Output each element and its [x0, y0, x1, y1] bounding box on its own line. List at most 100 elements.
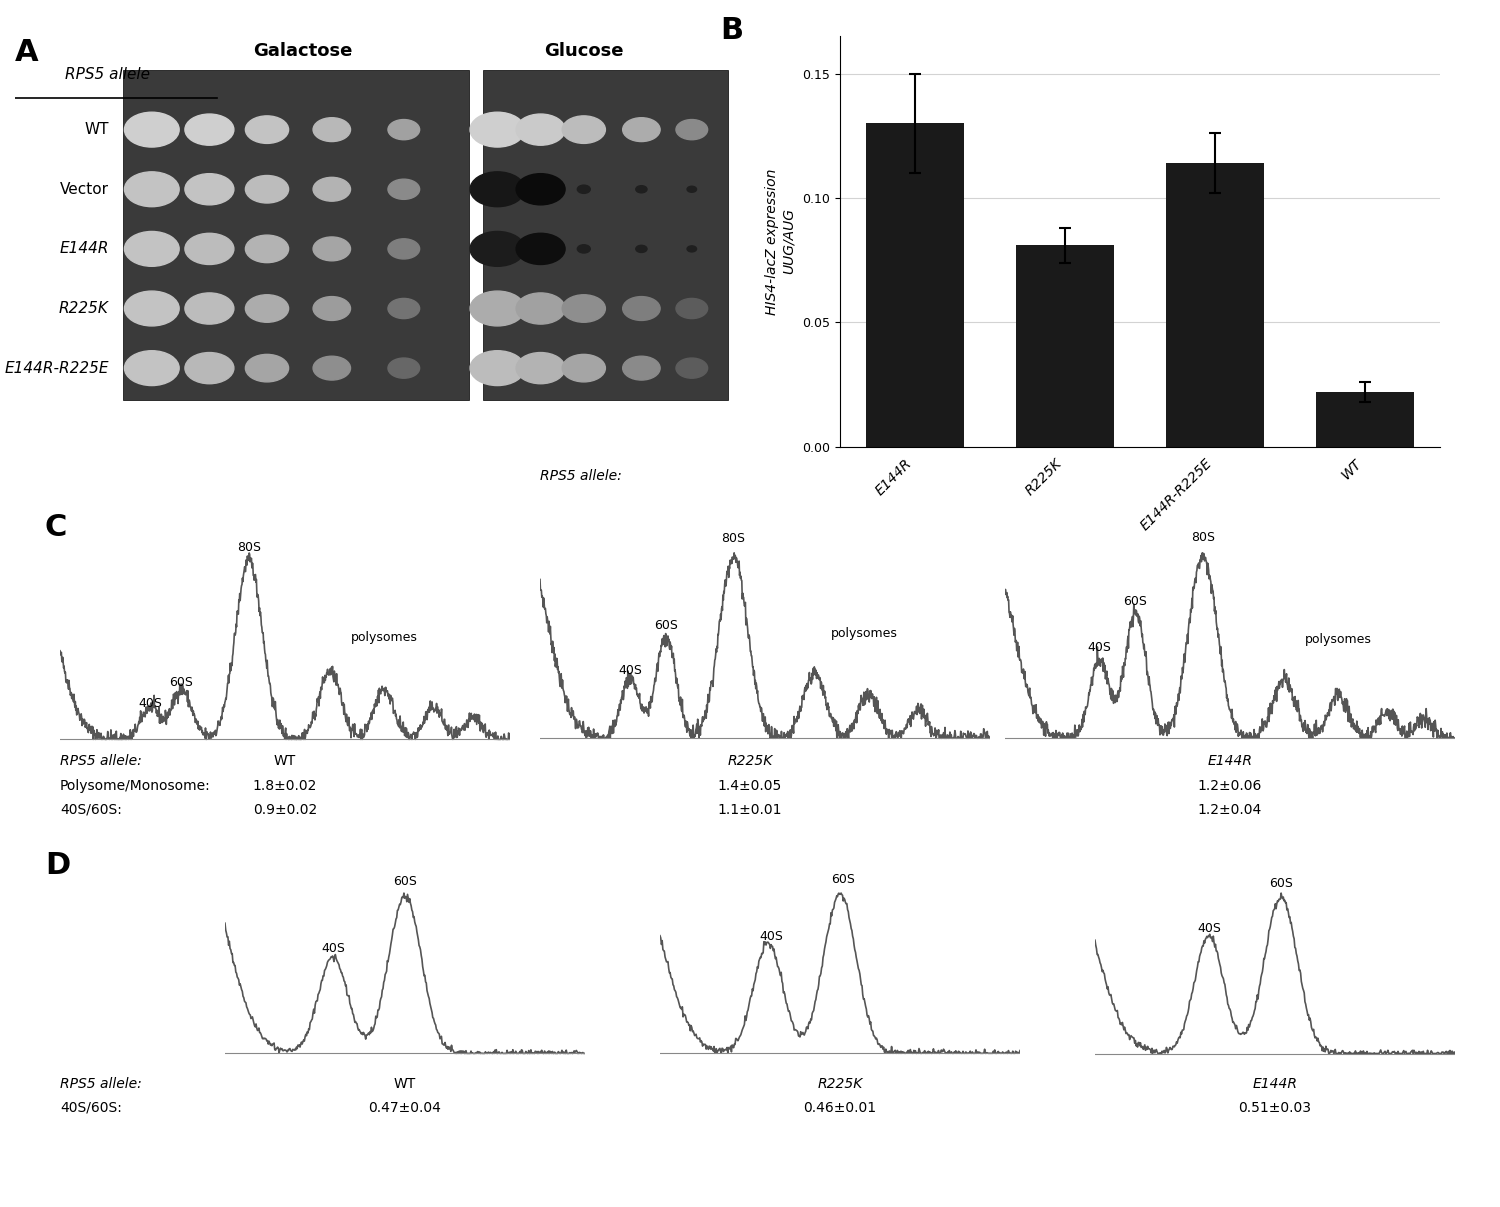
Circle shape [562, 355, 606, 381]
Circle shape [687, 246, 696, 252]
Text: polysomes: polysomes [1305, 632, 1371, 646]
Text: 1.8±0.02: 1.8±0.02 [254, 779, 316, 793]
Text: 40S: 40S [138, 698, 162, 710]
Circle shape [314, 237, 351, 261]
Circle shape [470, 232, 525, 267]
Circle shape [470, 171, 525, 206]
Text: 1.4±0.05: 1.4±0.05 [718, 779, 782, 793]
Text: RPS5 allele:: RPS5 allele: [60, 754, 141, 769]
Text: polysomes: polysomes [831, 628, 897, 640]
Circle shape [314, 297, 351, 320]
Circle shape [246, 175, 288, 203]
Circle shape [246, 295, 288, 322]
Circle shape [516, 174, 566, 205]
Circle shape [516, 293, 566, 325]
Text: 40S: 40S [1197, 922, 1221, 935]
Circle shape [246, 355, 288, 381]
Text: Polysome/Monosome:: Polysome/Monosome: [60, 779, 210, 793]
Bar [1317, 392, 1413, 447]
Circle shape [676, 358, 708, 378]
Text: 0.46±0.01: 0.46±0.01 [804, 1101, 876, 1115]
Text: 60S: 60S [654, 619, 678, 632]
Text: 0.51±0.03: 0.51±0.03 [1239, 1101, 1311, 1115]
Circle shape [516, 233, 566, 264]
Circle shape [388, 179, 420, 199]
Circle shape [124, 232, 178, 267]
Circle shape [124, 351, 178, 385]
Circle shape [184, 174, 234, 205]
Text: polysomes: polysomes [351, 631, 417, 643]
Text: 60S: 60S [831, 873, 855, 886]
Text: E144R: E144R [1208, 754, 1252, 769]
Text: 40S: 40S [759, 929, 783, 943]
Text: RPS5 allele: RPS5 allele [66, 68, 150, 82]
Text: Galactose: Galactose [254, 42, 352, 60]
Bar [1167, 163, 1263, 447]
Circle shape [687, 186, 696, 192]
Text: 60S: 60S [170, 676, 194, 689]
Circle shape [388, 298, 420, 319]
Text: WT: WT [394, 1077, 416, 1091]
Text: 0.47±0.04: 0.47±0.04 [369, 1101, 441, 1115]
Text: 40S/60S:: 40S/60S: [60, 803, 122, 817]
Circle shape [676, 298, 708, 319]
Text: R225K: R225K [818, 1077, 862, 1091]
Circle shape [314, 118, 351, 141]
Circle shape [246, 235, 288, 263]
Text: C: C [45, 513, 68, 542]
Text: 80S: 80S [1191, 531, 1215, 544]
Circle shape [184, 233, 234, 264]
Text: A: A [15, 37, 39, 66]
Circle shape [184, 352, 234, 384]
Circle shape [124, 291, 178, 326]
Text: RPS5 allele:: RPS5 allele: [540, 470, 622, 483]
Text: 40S: 40S [618, 664, 642, 677]
Text: R225K: R225K [58, 301, 108, 316]
Circle shape [622, 297, 660, 320]
Circle shape [578, 185, 591, 193]
Text: WT: WT [84, 122, 108, 138]
Circle shape [562, 295, 606, 322]
Text: B: B [720, 16, 742, 45]
Circle shape [636, 245, 646, 252]
Circle shape [562, 116, 606, 144]
Text: 80S: 80S [722, 532, 746, 546]
Text: RPS5 allele:: RPS5 allele: [60, 1077, 141, 1091]
Text: 1.1±0.01: 1.1±0.01 [717, 803, 783, 817]
Circle shape [184, 293, 234, 325]
Circle shape [622, 118, 660, 141]
Circle shape [246, 116, 288, 144]
Circle shape [516, 113, 566, 145]
Circle shape [622, 356, 660, 380]
Circle shape [314, 356, 351, 380]
Text: 1.2±0.06: 1.2±0.06 [1198, 779, 1262, 793]
Text: Glucose: Glucose [544, 42, 624, 60]
Text: 60S: 60S [393, 875, 417, 888]
Text: 40S: 40S [1088, 641, 1112, 654]
Text: E144R-R225E: E144R-R225E [4, 361, 108, 375]
Text: D: D [45, 851, 70, 880]
Text: E144R: E144R [1252, 1077, 1298, 1091]
Circle shape [470, 351, 525, 385]
Circle shape [578, 245, 591, 253]
Text: 60S: 60S [1269, 877, 1293, 891]
Text: 40S: 40S [321, 941, 345, 955]
Circle shape [124, 171, 178, 206]
Text: 80S: 80S [237, 542, 261, 554]
Circle shape [388, 358, 420, 378]
Text: 40S/60S:: 40S/60S: [60, 1101, 122, 1115]
Circle shape [124, 112, 178, 147]
Circle shape [470, 112, 525, 147]
Bar [867, 123, 964, 447]
Circle shape [314, 177, 351, 202]
Bar [1017, 245, 1113, 447]
Text: 1.2±0.04: 1.2±0.04 [1198, 803, 1262, 817]
Text: 60S: 60S [1124, 595, 1148, 608]
Text: WT: WT [274, 754, 296, 769]
Text: 0.9±0.02: 0.9±0.02 [254, 803, 316, 817]
Bar [483, 70, 728, 401]
Text: E144R: E144R [58, 241, 108, 256]
Circle shape [470, 291, 525, 326]
Circle shape [388, 119, 420, 140]
Text: R225K: R225K [728, 754, 772, 769]
